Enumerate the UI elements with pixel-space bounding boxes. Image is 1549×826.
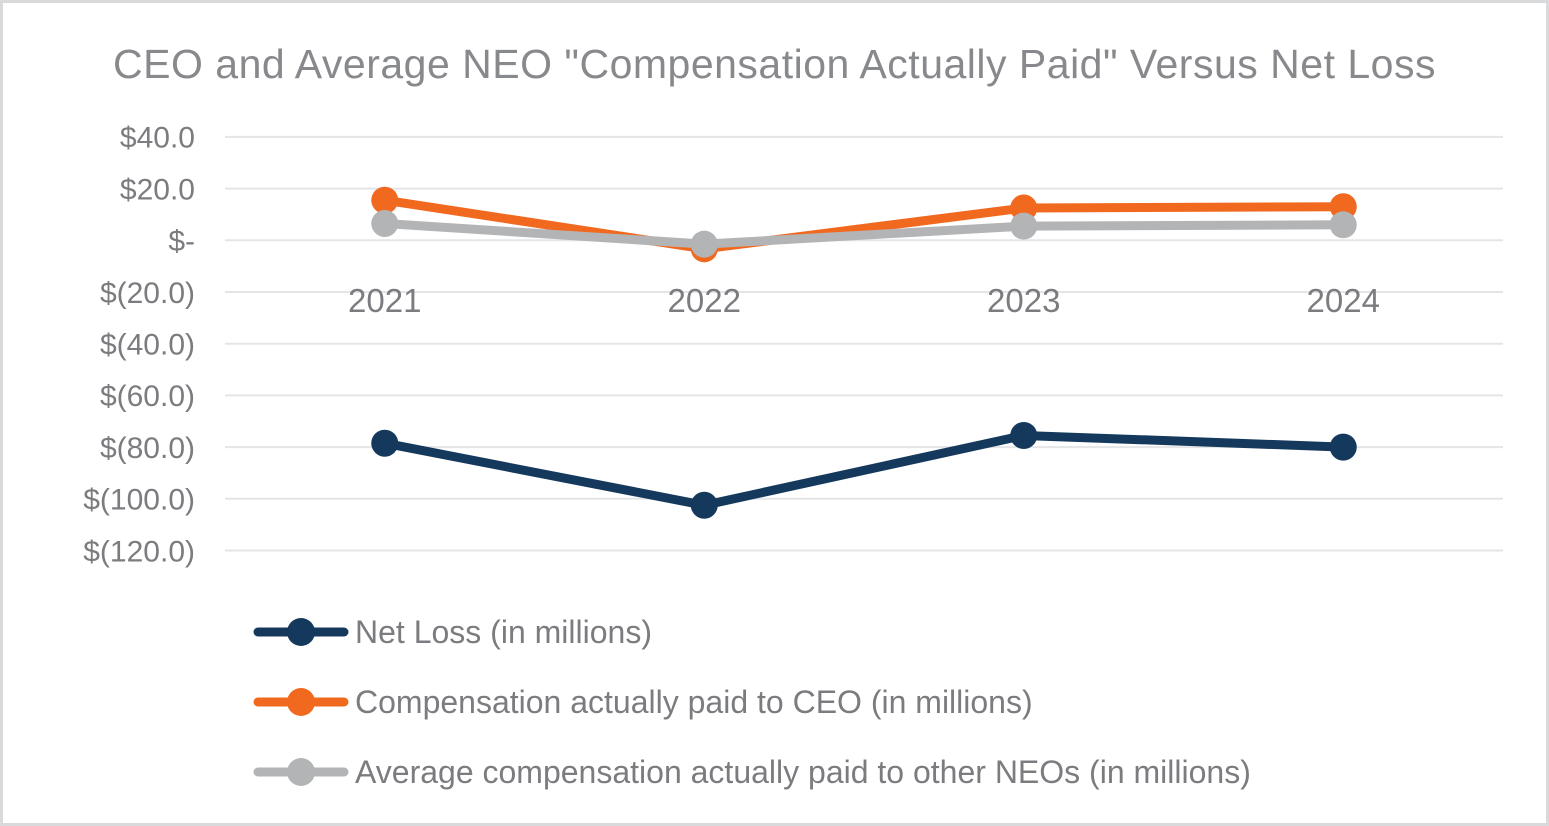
y-tick-label: $(20.0) xyxy=(100,277,195,310)
data-point-marker xyxy=(371,186,399,214)
y-tick-label: $(120.0) xyxy=(83,535,195,568)
y-tick-label: $- xyxy=(168,225,195,258)
legend-marker-neo-cap xyxy=(253,758,349,786)
legend-item-net-loss: Net Loss (in millions) xyxy=(253,597,1251,667)
series-line xyxy=(380,430,1348,510)
legend-marker-net-loss xyxy=(253,618,349,646)
legend-label-net-loss: Net Loss (in millions) xyxy=(355,613,652,650)
y-tick-label: $(100.0) xyxy=(83,484,195,517)
data-point-marker xyxy=(690,491,718,519)
category-label: 2021 xyxy=(348,282,421,319)
plot-area: $40.0 $20.0 $- $(20.0) $(40.0) $(60.0) $(80.0)… xyxy=(83,122,1503,568)
legend-label-neo-cap: Average compensation actually paid to ot… xyxy=(355,753,1251,790)
category-label: 2023 xyxy=(987,282,1060,319)
legend-label-ceo-cap: Compensation actually paid to CEO (in mi… xyxy=(355,683,1033,720)
category-label: 2022 xyxy=(668,282,741,319)
legend-item-ceo-cap: Compensation actually paid to CEO (in mi… xyxy=(253,667,1251,737)
data-point-marker xyxy=(1329,433,1357,461)
data-point-marker xyxy=(1329,211,1357,239)
y-tick-label: $(60.0) xyxy=(100,380,195,413)
y-tick-label: $(80.0) xyxy=(100,432,195,465)
legend-dot xyxy=(287,618,315,646)
series-line xyxy=(380,218,1348,249)
data-point-marker xyxy=(1010,212,1038,240)
legend-marker-ceo-cap xyxy=(253,688,349,716)
legend-dot xyxy=(287,758,315,786)
y-tick-label: $40.0 xyxy=(120,122,195,155)
data-point-marker xyxy=(690,230,718,258)
chart-title: CEO and Average NEO "Compensation Actual… xyxy=(113,41,1436,87)
category-label: 2024 xyxy=(1307,282,1380,319)
series-line xyxy=(380,195,1348,254)
data-point-marker xyxy=(371,429,399,457)
data-point-marker xyxy=(371,209,399,237)
legend-item-neo-cap: Average compensation actually paid to ot… xyxy=(253,737,1251,807)
y-tick-label: $(40.0) xyxy=(100,329,195,362)
data-point-marker xyxy=(1010,421,1038,449)
legend-dot xyxy=(287,688,315,716)
y-tick-label: $20.0 xyxy=(120,173,195,206)
legend: Net Loss (in millions) Compensation actu… xyxy=(253,597,1251,807)
